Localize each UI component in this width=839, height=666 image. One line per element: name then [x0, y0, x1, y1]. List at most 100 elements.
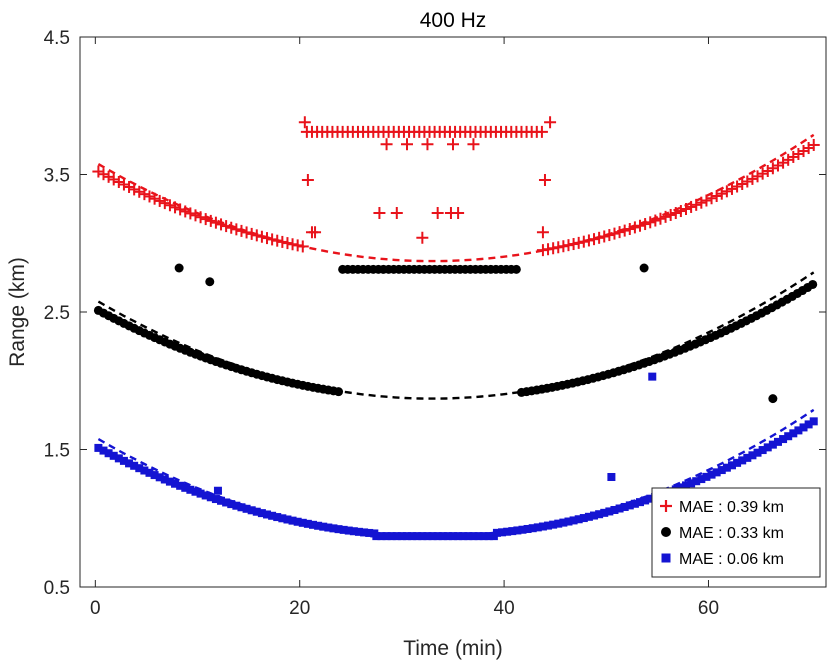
- data-point-square: [763, 443, 772, 452]
- data-point-plus: [431, 207, 444, 219]
- data-point-plus: [215, 218, 228, 231]
- data-point-square: [779, 435, 788, 444]
- data-point-plus: [782, 153, 795, 166]
- data-point-square: [564, 517, 573, 526]
- data-point-plus: [593, 231, 606, 244]
- data-point-plus: [380, 138, 393, 151]
- data-point-plus: [184, 207, 197, 220]
- data-point-circle: [174, 263, 184, 273]
- data-point-square: [211, 495, 220, 504]
- data-point-plus: [271, 234, 284, 247]
- data-point-square: [354, 527, 363, 536]
- data-point-plus: [659, 210, 672, 223]
- data-point-plus: [761, 164, 774, 177]
- data-point-square: [349, 527, 358, 536]
- data-point-square: [288, 516, 297, 525]
- data-point-square: [403, 532, 412, 541]
- data-point-plus: [245, 227, 258, 240]
- data-point-plus: [618, 224, 631, 237]
- data-point-square: [268, 511, 277, 520]
- data-point-plus: [766, 162, 779, 175]
- legend-label-red: MAE : 0.39 km: [679, 499, 784, 516]
- data-point-plus: [373, 207, 386, 219]
- data-point-square: [625, 501, 634, 510]
- data-point-plus: [390, 207, 403, 219]
- data-point-square: [784, 432, 793, 441]
- data-point-plus: [194, 211, 207, 224]
- data-point-plus: [102, 170, 115, 183]
- data-point-square: [125, 459, 134, 468]
- data-point-square: [165, 477, 174, 486]
- data-point-plus: [209, 216, 222, 229]
- data-point-square: [392, 532, 401, 541]
- data-point-plus: [204, 214, 217, 227]
- data-point-square: [687, 479, 696, 488]
- data-point-square: [135, 464, 144, 473]
- data-point-plus: [588, 233, 601, 246]
- data-point-square: [186, 485, 195, 494]
- data-point-square: [513, 526, 522, 535]
- data-point-square: [794, 426, 803, 435]
- legend-marker-blue-square: [661, 553, 671, 563]
- data-point-plus: [771, 159, 784, 172]
- data-point-square: [636, 498, 645, 507]
- data-point-square: [397, 532, 406, 541]
- data-point-square: [408, 532, 417, 541]
- data-point-plus: [169, 201, 182, 214]
- data-point-square: [319, 522, 328, 531]
- data-point-square: [104, 449, 113, 458]
- x-tick-label: 40: [494, 598, 515, 619]
- data-point-square: [334, 525, 343, 534]
- data-point-plus: [628, 221, 641, 234]
- data-point-square: [569, 516, 578, 525]
- data-point-square: [418, 532, 427, 541]
- data-point-plus: [705, 192, 718, 205]
- data-point-square: [206, 493, 215, 502]
- data-point-plus: [235, 224, 248, 237]
- data-point-plus: [452, 207, 465, 219]
- data-point-square: [140, 466, 149, 475]
- data-point-square: [283, 515, 292, 524]
- data-point-square: [382, 532, 391, 541]
- data-point-square: [324, 523, 333, 532]
- legend-box: [651, 487, 821, 578]
- data-point-square: [176, 481, 185, 490]
- data-point-square: [549, 520, 558, 529]
- data-point-square: [738, 456, 747, 465]
- x-tick-label: 60: [698, 598, 719, 619]
- data-point-plus: [649, 214, 662, 227]
- data-point-square: [365, 528, 374, 537]
- data-point-square: [413, 532, 422, 541]
- data-point-plus: [567, 238, 580, 251]
- data-point-plus: [535, 125, 548, 138]
- data-point-square: [443, 532, 452, 541]
- data-point-plus: [220, 220, 233, 233]
- data-point-square: [758, 446, 767, 455]
- x-tick-label: 20: [289, 598, 310, 619]
- data-point-plus: [421, 138, 434, 151]
- data-point-square: [743, 453, 752, 462]
- data-point-square: [804, 420, 813, 429]
- data-point-plus: [296, 240, 309, 253]
- data-point-square: [293, 517, 302, 526]
- data-point-square: [201, 491, 210, 500]
- data-point-square: [544, 521, 553, 530]
- data-point-plus: [286, 238, 299, 251]
- data-point-plus: [715, 187, 728, 200]
- data-point-square: [733, 458, 742, 467]
- data-point-square: [263, 510, 272, 519]
- data-point-square: [372, 532, 381, 541]
- data-point-square: [454, 532, 463, 541]
- data-point-square: [697, 475, 706, 484]
- data-point-plus: [577, 235, 590, 248]
- data-point-circle: [639, 263, 649, 273]
- data-point-plus: [133, 185, 146, 198]
- data-point-square: [99, 446, 108, 455]
- data-point-square: [387, 532, 396, 541]
- data-point-square: [559, 518, 568, 527]
- data-point-plus: [792, 148, 805, 161]
- data-point-square: [484, 532, 493, 541]
- data-point-square: [474, 532, 483, 541]
- data-point-plus: [664, 208, 677, 221]
- data-point-plus: [276, 235, 289, 248]
